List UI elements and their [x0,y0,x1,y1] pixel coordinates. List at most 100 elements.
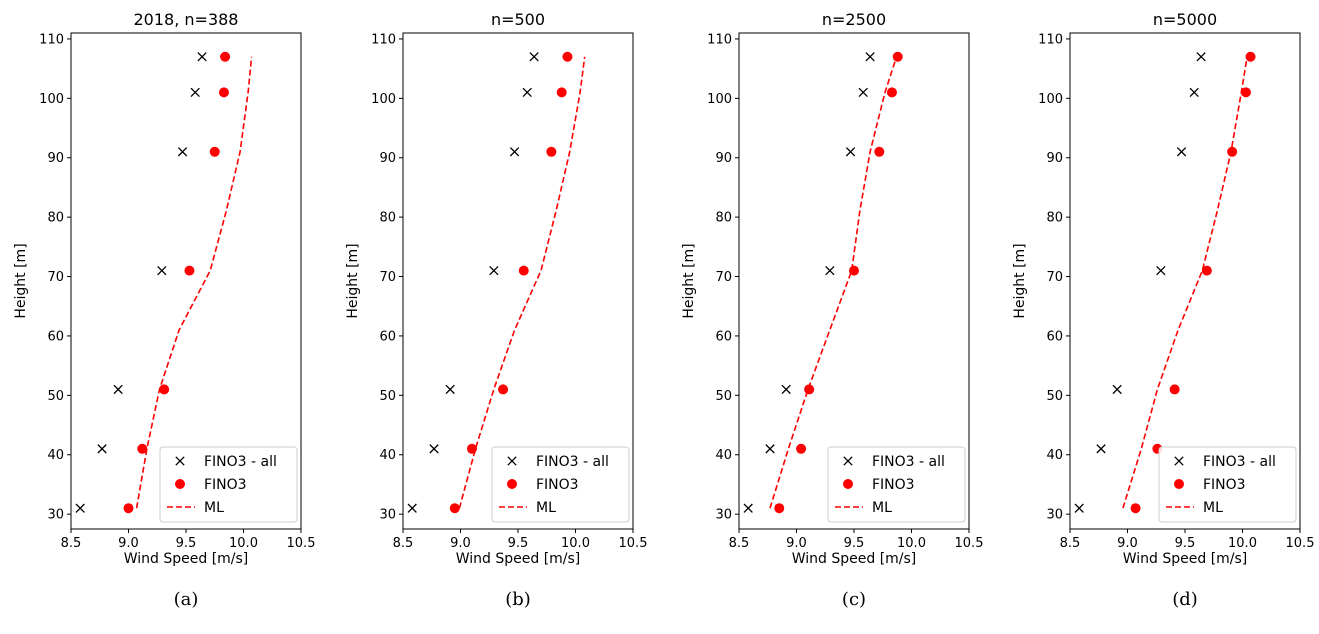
legend-label: FINO3 - all [204,454,277,470]
fino3-all-point [113,384,123,395]
legend-x-marker [175,456,185,466]
fino3-point [796,443,807,454]
fino3-point [1169,384,1180,395]
y-tick-label: 30 [47,508,64,523]
x-tick-label: 10.0 [897,536,926,551]
fino3-all-point [190,87,200,98]
fino3-all-point [407,503,417,513]
y-tick-label: 100 [39,92,64,107]
fino3-all-point [1112,384,1122,395]
x-tick-label: 8.5 [61,536,82,551]
fino3-all-point [825,265,835,276]
panel-caption: (a) [174,589,199,610]
fino3-all-point [509,147,520,157]
x-tick-label: 9.0 [450,536,471,551]
legend-circle-marker [507,479,517,489]
y-tick-label: 40 [47,448,64,463]
x-tick-label: 9.5 [844,536,865,551]
fino3-all-point [1196,52,1206,62]
chart-panel-d: n=5000 8.5 9.0 9.5 10.0 10.5 30 40 50 60 70 80 90 100… [1012,10,1314,610]
y-tick-label: 90 [379,151,396,166]
ml-line [458,56,586,509]
fino3-all-point [177,147,188,157]
legend-label: FINO3 [1203,477,1246,493]
y-tick-label: 30 [1046,508,1063,523]
chart-panel-c: n=2500 8.5 9.0 9.5 10.0 10.5 30 40 50 60 70 80 90 100… [681,10,983,610]
x-tick-label: 10.0 [1228,536,1257,551]
x-tick-label: 8.5 [1060,536,1081,551]
legend-box [491,446,630,523]
y-tick-label: 80 [47,211,64,226]
x-tick-label: 10.5 [287,536,316,551]
y-tick-label: 70 [379,270,396,285]
legend-label: FINO3 [536,477,579,493]
ml-line [1122,56,1248,509]
chart-title: 2018, n=388 [134,10,239,29]
y-tick-label: 110 [1038,32,1063,47]
fino3-all-point [858,87,868,98]
y-tick-label: 90 [715,151,732,166]
legend-box [1158,446,1297,523]
ml-line [769,56,898,509]
x-tick-label: 9.0 [1117,536,1138,551]
fino3-point [546,146,557,157]
legend-x-marker [507,456,517,466]
y-axis-label: Height [m] [345,243,361,318]
y-tick-label: 50 [47,389,64,404]
panel-caption: (b) [505,589,531,610]
y-tick-label: 100 [1038,92,1063,107]
fino3-point [209,146,220,157]
x-tick-label: 9.5 [508,536,529,551]
fino3-point [1201,265,1212,276]
y-axis-label: Height [m] [1012,243,1028,318]
y-tick-label: 50 [715,389,732,404]
fino3-point [467,443,477,454]
x-tick-label: 9.5 [1175,536,1196,551]
fino3-point [518,265,529,276]
x-tick-label: 8.5 [729,536,750,551]
fino3-point [498,384,509,395]
x-tick-label: 10.5 [1286,536,1315,551]
fino3-point [449,503,460,514]
x-axis-label: Wind Speed [m/s] [456,551,581,567]
chart-title: n=5000 [1153,10,1217,29]
y-tick-label: 30 [715,508,732,523]
fino3-point [892,51,903,62]
fino3-point [220,51,231,62]
y-tick-label: 80 [715,211,732,226]
y-tick-label: 90 [47,151,64,166]
legend-label: FINO3 - all [536,454,609,470]
fino3-point [1240,87,1251,98]
fino3-all-point [445,384,455,395]
fino3-all-point [765,444,775,454]
y-tick-label: 50 [379,389,396,404]
legend-label: ML [872,500,892,516]
y-tick-label: 50 [1046,389,1063,404]
legend-label: FINO3 - all [1203,454,1276,470]
fino3-point [1130,503,1141,514]
y-tick-label: 80 [379,211,396,226]
legend-circle-marker [1174,479,1184,489]
x-axis-label: Wind Speed [m/s] [792,551,917,567]
fino3-point [1245,51,1256,62]
fino3-point [137,443,148,454]
fino3-all-point [429,444,439,454]
legend-x-marker [1174,456,1184,466]
legend-label: FINO3 [204,477,247,493]
y-tick-label: 70 [47,270,64,285]
y-tick-label: 80 [1046,211,1063,226]
chart-title: n=500 [491,10,545,29]
y-tick-label: 40 [715,448,732,463]
x-tick-label: 9.0 [786,536,807,551]
fino3-all-point [845,147,856,157]
x-tick-label: 10.5 [955,536,984,551]
y-tick-label: 60 [715,329,732,344]
x-tick-label: 10.0 [561,536,590,551]
fino3-all-point [1096,444,1106,454]
fino3-point [159,384,170,395]
y-tick-label: 110 [39,32,64,47]
y-tick-label: 110 [371,32,396,47]
y-tick-label: 60 [47,329,64,344]
chart-panel-a: 2018, n=388 8.5 9.0 9.5 10.0 10.5 30 40 50 60 70 80… [13,10,315,610]
